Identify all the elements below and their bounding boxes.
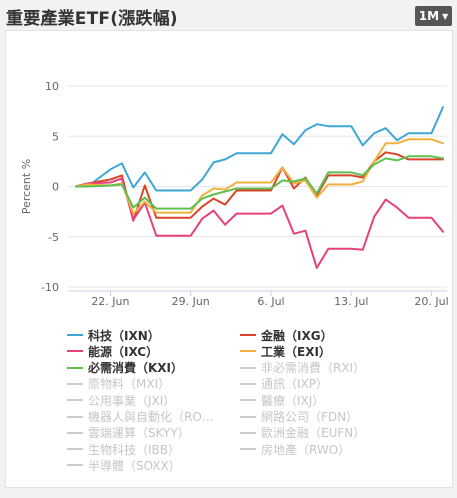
y-tick-label: 0: [52, 181, 59, 194]
legend-item[interactable]: 非必需消費（RXI）: [240, 360, 365, 376]
x-tick-label: 6. Jul: [257, 295, 284, 308]
y-tick-label: -5: [48, 231, 59, 244]
legend-item[interactable]: 房地產（RWO）: [240, 441, 350, 457]
chart-panel: -10 -5 0 5 10 22. Jun 29. Jun 6. Jul 13. Jul 20. …: [5, 30, 453, 488]
x-tick-label: 13. Jul: [334, 295, 368, 308]
legend-item[interactable]: 歐洲金融（EUFN）: [240, 425, 365, 441]
legend-swatch: [67, 431, 83, 434]
range-selector-label: 1M: [418, 9, 440, 23]
series-line: [75, 177, 444, 269]
legend-swatch: [240, 431, 256, 434]
legend-item[interactable]: 機器人與自動化（RO…: [67, 409, 214, 425]
legend-item[interactable]: 網路公司（FDN）: [240, 409, 358, 425]
y-tick-label: 10: [45, 80, 59, 93]
legend-item[interactable]: 金融（IXG）: [240, 327, 333, 343]
x-tick-label: 29. Jun: [172, 295, 210, 308]
series-line: [75, 106, 444, 192]
legend-label: 工業（EXI）: [261, 344, 331, 359]
legend-label: 雲端運算（SKYY）: [88, 426, 190, 441]
legend-label: 機器人與自動化（RO…: [88, 410, 214, 424]
legend-item[interactable]: 半導體（SOXX）: [67, 457, 181, 473]
page-title: 重要產業ETF(漲跌幅): [6, 9, 178, 29]
x-tick-label: 20. Jul: [414, 295, 448, 308]
series-line: [75, 138, 444, 215]
chevron-down-icon: ▼: [442, 11, 449, 21]
y-tick-label: -10: [41, 281, 59, 294]
legend-label: 必需消費（KXI）: [88, 361, 184, 376]
legend-label: 通訊（IXP）: [261, 377, 328, 392]
legend-label: 半導體（SOXX）: [88, 458, 181, 473]
legend-item[interactable]: 能源（IXC）: [67, 343, 158, 359]
legend-swatch: [240, 382, 256, 385]
legend-item[interactable]: 必需消費（KXI）: [67, 360, 183, 376]
legend-swatch: [67, 334, 83, 336]
y-tick-label: 5: [52, 130, 59, 143]
legend-item[interactable]: 原物料（MXI）: [67, 376, 170, 392]
legend-swatch: [240, 350, 256, 353]
range-selector-button[interactable]: 1M ▼: [415, 6, 452, 26]
legend-swatch: [67, 448, 83, 451]
legend-label: 科技（IXN）: [88, 328, 160, 343]
legend-label: 房地產（RWO）: [261, 442, 351, 457]
x-tick-label: 22. Jun: [91, 295, 129, 308]
y-axis-title: Percent %: [20, 159, 33, 214]
legend-swatch: [240, 448, 256, 451]
legend-swatch: [67, 399, 83, 402]
legend-swatch: [240, 415, 256, 418]
legend-swatch: [67, 382, 83, 385]
legend-label: 歐洲金融（EUFN）: [261, 426, 366, 441]
legend-label: 能源（IXC）: [88, 344, 159, 359]
legend-label: 網路公司（FDN）: [261, 410, 359, 424]
legend-swatch: [240, 366, 256, 369]
legend-swatch: [240, 399, 256, 402]
series-line: [75, 155, 444, 210]
legend-swatch: [67, 350, 83, 353]
legend-item[interactable]: 工業（EXI）: [240, 343, 331, 359]
legend-label: 原物料（MXI）: [88, 377, 171, 392]
legend-item[interactable]: 科技（IXN）: [67, 327, 160, 343]
legend-swatch: [67, 415, 83, 418]
legend-label: 公用事業（JXI）: [88, 393, 176, 408]
legend-item[interactable]: 生物科技（IBB）: [67, 441, 180, 457]
legend-item[interactable]: 雲端運算（SKYY）: [67, 425, 190, 441]
legend-swatch: [67, 464, 83, 467]
legend-item[interactable]: 通訊（IXP）: [240, 376, 328, 392]
legend-label: 醫療（IXJ）: [261, 393, 325, 408]
legend-item[interactable]: 醫療（IXJ）: [240, 392, 324, 408]
legend-label: 非必需消費（RXI）: [261, 361, 366, 376]
line-chart: -10 -5 0 5 10 22. Jun 29. Jun 6. Jul 13. Jul 20. …: [20, 80, 449, 308]
legend-swatch: [240, 334, 256, 336]
legend-label: 金融（IXG）: [261, 328, 333, 343]
legend-label: 生物科技（IBB）: [88, 442, 181, 457]
legend-swatch: [67, 366, 83, 369]
legend-item[interactable]: 公用事業（JXI）: [67, 392, 175, 408]
